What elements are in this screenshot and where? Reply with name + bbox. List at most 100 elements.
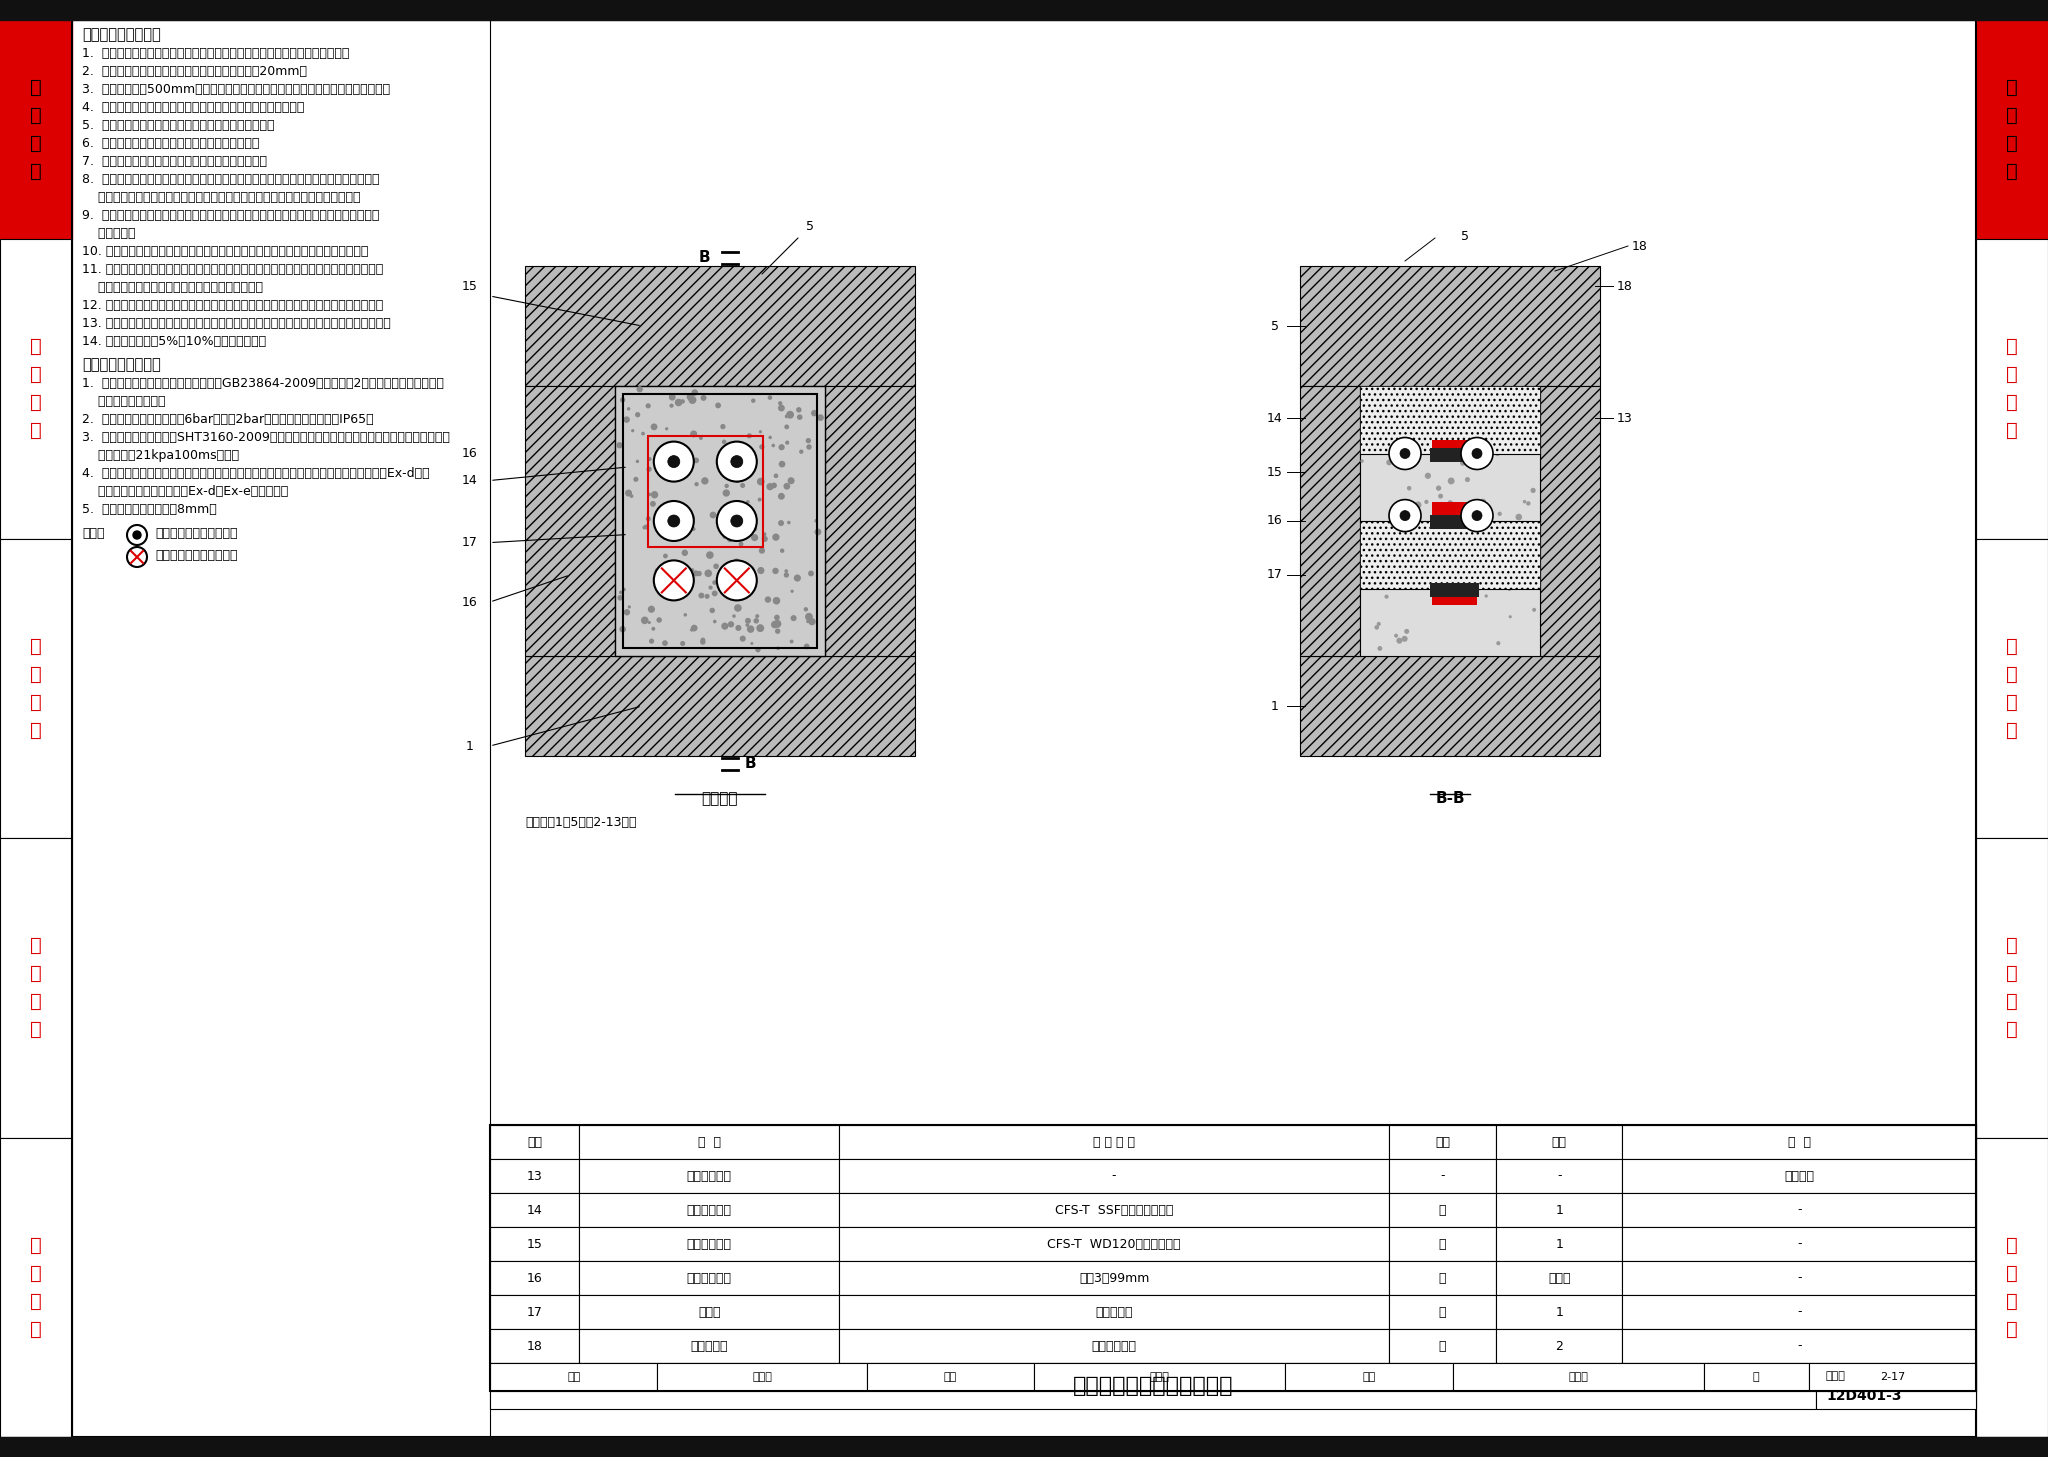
Circle shape [1483,530,1489,538]
Text: B: B [745,756,756,772]
Circle shape [778,401,782,405]
Text: 14: 14 [463,474,477,487]
Bar [1389,1158,1495,1193]
Bar [489,1362,1817,1409]
Circle shape [1421,565,1425,570]
Text: 模块封堵: 模块封堵 [702,791,737,806]
Circle shape [739,542,743,546]
Text: 刘汉云: 刘汉云 [752,1372,772,1383]
Circle shape [666,427,668,430]
Bar [1389,1125,1495,1158]
Circle shape [799,450,803,455]
Circle shape [788,478,795,484]
Circle shape [1481,498,1487,504]
Circle shape [623,417,631,423]
Circle shape [1432,587,1438,593]
Circle shape [1360,459,1364,463]
Circle shape [745,618,752,624]
Circle shape [758,478,764,485]
Text: 套: 套 [1440,1237,1446,1250]
Circle shape [698,436,702,440]
Circle shape [762,536,768,542]
Text: 现场浇筑: 现场浇筑 [1784,1170,1815,1183]
Circle shape [680,446,686,452]
Circle shape [700,638,705,643]
Circle shape [809,571,813,577]
Circle shape [1378,443,1386,450]
Text: 2: 2 [1554,1339,1563,1352]
Text: -: - [1796,1237,1802,1250]
Circle shape [668,456,680,468]
Circle shape [723,536,725,539]
Circle shape [1391,409,1397,415]
Text: 16: 16 [463,596,477,609]
Text: 1: 1 [1272,699,1278,712]
Circle shape [772,533,780,541]
Circle shape [1376,622,1380,627]
Circle shape [1401,510,1409,520]
Bar [1034,1362,1286,1391]
Circle shape [655,570,662,576]
Text: 2.  水密、气密：可满足水压6bar，气压2bar的要求，机械防护达到IP65。: 2. 水密、气密：可满足水压6bar，气压2bar的要求，机械防护达到IP65。 [82,412,373,425]
Text: 13. 模块封堵还适用于电缆穿钢管布线穿楼板密封、电缆沟穿墙处密封及桥架穿墙处密封。: 13. 模块封堵还适用于电缆穿钢管布线穿楼板密封、电缆沟穿墙处密封及桥架穿墙处密… [82,318,391,329]
Circle shape [784,415,788,418]
Circle shape [705,594,709,599]
Circle shape [764,596,772,603]
Circle shape [645,516,651,522]
Circle shape [1415,548,1419,552]
Bar [580,1329,840,1362]
Circle shape [713,564,719,570]
Circle shape [686,393,694,401]
Text: 认证，用于二区的产品需有Ex-d或Ex-e防爆认证。: 认证，用于二区的产品需有Ex-d或Ex-e防爆认证。 [82,485,289,498]
Circle shape [645,404,651,408]
Circle shape [657,618,662,622]
Circle shape [1374,625,1378,629]
Text: 型 号 规 格: 型 号 规 格 [1094,1135,1135,1148]
Circle shape [1401,449,1409,459]
Circle shape [713,590,717,596]
Circle shape [1505,436,1507,439]
Text: 2.  墙体预留开孔，每边比密封模块框架尺寸再加约20mm。: 2. 墙体预留开孔，每边比密封模块框架尺寸再加约20mm。 [82,66,307,79]
Bar [489,1260,580,1295]
Circle shape [748,567,754,573]
Circle shape [772,597,780,605]
Circle shape [1505,530,1511,536]
Circle shape [739,482,745,488]
Circle shape [1530,564,1534,568]
Circle shape [1366,522,1372,529]
Text: 模块封堵操作方法：: 模块封堵操作方法： [82,28,160,42]
Circle shape [627,605,631,609]
Circle shape [1460,460,1466,466]
Circle shape [760,430,762,433]
Text: 15: 15 [1268,466,1282,479]
Text: 数量: 数量 [1552,1135,1567,1148]
Bar [840,1125,1389,1158]
Circle shape [1397,638,1403,644]
Text: 二次浇注墙体: 二次浇注墙体 [686,1170,731,1183]
Text: 个: 个 [1440,1272,1446,1285]
Circle shape [682,549,688,557]
Bar [580,1158,840,1193]
Circle shape [784,570,788,573]
Circle shape [655,568,662,574]
Circle shape [1526,501,1530,506]
Bar [580,1260,840,1295]
Circle shape [635,412,641,417]
Circle shape [633,476,639,482]
Text: 名  称: 名 称 [698,1135,721,1148]
Bar [1432,440,1477,462]
Circle shape [1407,487,1411,491]
Text: -: - [1796,1203,1802,1217]
Circle shape [756,647,760,653]
Text: 1.  防火性能：应符合《防火封堵材料》GB23864-2009标准规定的2小时防火完整性和隔热性: 1. 防火性能：应符合《防火封堵材料》GB23864-2009标准规定的2小时防… [82,377,444,390]
Bar [1360,522,1540,589]
Circle shape [1532,608,1536,612]
Circle shape [731,456,743,468]
Circle shape [1530,488,1536,492]
Bar [1976,1138,2048,1437]
Bar [1976,539,2048,838]
Circle shape [649,638,653,644]
Circle shape [1501,561,1507,567]
Circle shape [700,478,709,485]
Circle shape [637,386,643,392]
